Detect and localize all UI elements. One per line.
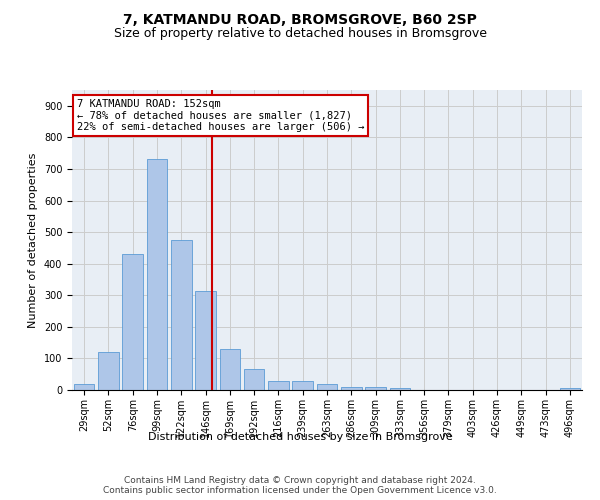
Bar — [268, 380, 289, 390]
Bar — [98, 352, 119, 390]
Bar — [365, 387, 386, 390]
Text: Size of property relative to detached houses in Bromsgrove: Size of property relative to detached ho… — [113, 28, 487, 40]
Bar — [341, 387, 362, 390]
Bar — [244, 370, 265, 390]
Bar — [146, 160, 167, 390]
Y-axis label: Number of detached properties: Number of detached properties — [28, 152, 38, 328]
Bar — [560, 388, 580, 390]
Text: Contains HM Land Registry data © Crown copyright and database right 2024.
Contai: Contains HM Land Registry data © Crown c… — [103, 476, 497, 495]
Bar — [74, 384, 94, 390]
Bar — [171, 240, 191, 390]
Bar — [389, 388, 410, 390]
Bar — [317, 384, 337, 390]
Bar — [292, 380, 313, 390]
Bar — [195, 290, 216, 390]
Bar — [122, 254, 143, 390]
Text: 7 KATMANDU ROAD: 152sqm
← 78% of detached houses are smaller (1,827)
22% of semi: 7 KATMANDU ROAD: 152sqm ← 78% of detache… — [77, 99, 365, 132]
Bar — [220, 349, 240, 390]
Text: Distribution of detached houses by size in Bromsgrove: Distribution of detached houses by size … — [148, 432, 452, 442]
Text: 7, KATMANDU ROAD, BROMSGROVE, B60 2SP: 7, KATMANDU ROAD, BROMSGROVE, B60 2SP — [123, 12, 477, 26]
